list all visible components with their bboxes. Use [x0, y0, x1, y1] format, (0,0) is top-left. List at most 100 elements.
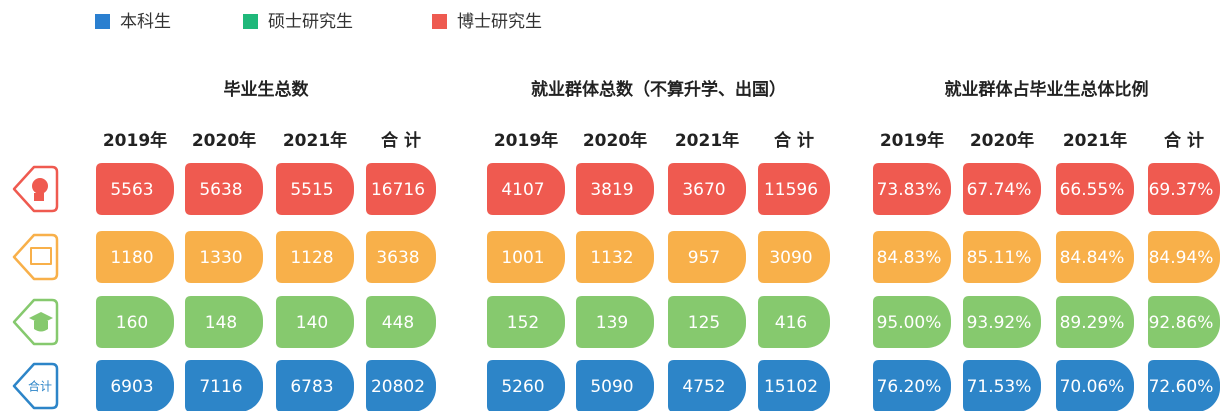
- column-header: 2019年: [103, 130, 167, 151]
- icon-body: [34, 193, 44, 201]
- cell: [487, 296, 565, 348]
- cell-value: 1180: [110, 248, 153, 268]
- cell: [185, 163, 263, 215]
- cell: [873, 360, 951, 411]
- cell: [96, 231, 174, 283]
- cell-value: 5090: [590, 377, 633, 397]
- cell: [668, 296, 746, 348]
- column-header: 2020年: [583, 130, 647, 151]
- cell: [576, 231, 654, 283]
- cell-value: 3819: [590, 180, 633, 200]
- cell-value: 139: [596, 313, 628, 333]
- icon-frame: [12, 233, 59, 281]
- cell-value: 5563: [110, 180, 153, 200]
- column-header: 2021年: [283, 130, 347, 151]
- cell: [758, 163, 830, 215]
- cell-value: 1128: [290, 248, 333, 268]
- cell-value: 89.29%: [1060, 313, 1125, 333]
- cell: [96, 360, 174, 411]
- cell-value: 416: [775, 313, 807, 333]
- cell: [276, 231, 354, 283]
- cell-value: 73.83%: [877, 180, 942, 200]
- cell: [963, 360, 1041, 411]
- cell-value: 1132: [590, 248, 633, 268]
- cell: [1056, 231, 1134, 283]
- cell: [668, 360, 746, 411]
- cell: [366, 296, 436, 348]
- cell: [1056, 296, 1134, 348]
- icon-frame: [12, 362, 59, 410]
- cell: [758, 360, 830, 411]
- cell: [576, 296, 654, 348]
- cell: [1056, 163, 1134, 215]
- cell: [487, 231, 565, 283]
- cell: [576, 360, 654, 411]
- cell: [873, 296, 951, 348]
- total-icon-label: 合计: [28, 379, 52, 394]
- cell: [1056, 360, 1134, 411]
- cell-value: 76.20%: [877, 377, 942, 397]
- cell-value: 448: [382, 313, 414, 333]
- cell-value: 95.00%: [877, 313, 942, 333]
- cell: [873, 163, 951, 215]
- cell-value: 7116: [199, 377, 242, 397]
- cell: [758, 296, 830, 348]
- cell-value: 5515: [290, 180, 333, 200]
- cell-value: 93.92%: [967, 313, 1032, 333]
- cell-value: 71.53%: [967, 377, 1032, 397]
- cell: [96, 296, 174, 348]
- column-header: 2019年: [494, 130, 558, 151]
- cell: [366, 360, 436, 411]
- cell: [96, 163, 174, 215]
- legend-label: 博士研究生: [457, 12, 542, 32]
- row-icons: [12, 165, 59, 410]
- column-header: 合 计: [1164, 130, 1204, 151]
- cell: [487, 163, 565, 215]
- cell-value: 3090: [769, 248, 812, 268]
- cell-value: 152: [507, 313, 539, 333]
- cell-value: 1001: [501, 248, 544, 268]
- icon-cap: [34, 321, 48, 332]
- cell: [185, 296, 263, 348]
- cell-value: 6903: [110, 377, 153, 397]
- cell-value: 72.60%: [1149, 377, 1214, 397]
- column-header: 2021年: [675, 130, 739, 151]
- cell-value: 3638: [376, 248, 419, 268]
- cell-value: 4107: [501, 180, 544, 200]
- cell-value: 70.06%: [1060, 377, 1125, 397]
- cell-value: 3670: [682, 180, 725, 200]
- cell: [963, 163, 1041, 215]
- cell-value: 84.84%: [1060, 248, 1125, 268]
- cell: [1148, 360, 1220, 411]
- cell-value: 11596: [764, 180, 818, 200]
- cell: [276, 360, 354, 411]
- cell: [758, 231, 830, 283]
- cell: [576, 163, 654, 215]
- cell: [963, 296, 1041, 348]
- icon-frame: [12, 165, 59, 213]
- cell: [668, 231, 746, 283]
- cell-value: 67.74%: [967, 180, 1032, 200]
- legend-swatch: [95, 14, 110, 29]
- cell-value: 4752: [682, 377, 725, 397]
- icon-certificate: [30, 247, 52, 265]
- cell-value: 20802: [371, 377, 425, 397]
- cell-value: 84.83%: [877, 248, 942, 268]
- column-header: 2020年: [192, 130, 256, 151]
- cell-value: 5638: [199, 180, 242, 200]
- cell: [185, 231, 263, 283]
- cell: [963, 231, 1041, 283]
- cell-value: 5260: [501, 377, 544, 397]
- cell: [276, 163, 354, 215]
- cell: [366, 163, 436, 215]
- column-header: 2021年: [1063, 130, 1127, 151]
- cell: [873, 231, 951, 283]
- cell-value: 148: [205, 313, 237, 333]
- legend-label: 本科生: [120, 12, 171, 32]
- column-header: 合 计: [381, 130, 421, 151]
- cell: [1148, 231, 1220, 283]
- cell-value: 16716: [371, 180, 425, 200]
- cell: [1148, 163, 1220, 215]
- legend-swatch: [243, 14, 258, 29]
- column-header: 2020年: [970, 130, 1034, 151]
